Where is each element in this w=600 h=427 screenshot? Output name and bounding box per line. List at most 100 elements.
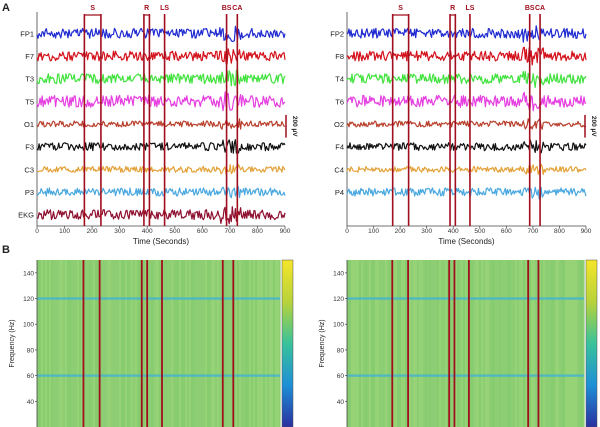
spectrogram-column [377,260,379,427]
y-tick-label: 120 [23,296,34,303]
spectrogram-column [571,260,573,427]
x-tick-label: 200 [395,228,406,235]
y-tick-label: 100 [23,322,34,329]
spectrogram-column [217,260,219,427]
spectrogram-column [89,260,91,427]
spectrogram-column [257,260,259,427]
spectrogram-column [73,260,75,427]
spectrogram-panel-left: 40 60 80 100 120 140 Frequency (Hz) [9,259,294,427]
spectrogram-column [351,260,353,427]
spectrogram-column [107,260,109,427]
spectrogram-column [573,260,575,427]
spectrogram-panel-right: 40 60 80 100 120 140 Frequency (Hz) [319,259,598,427]
spectrogram-column [477,260,479,427]
x-tick-label: 100 [368,228,379,235]
spectrogram-column [165,260,167,427]
spectrogram-column [97,260,99,427]
channel-label: C4 [334,165,344,174]
spectrogram-column [365,260,367,427]
spectrogram-column [95,260,97,427]
spectrogram-column [43,260,45,427]
spectrogram-column [357,260,359,427]
spectrogram-column [163,260,165,427]
y-tick-label: 100 [333,322,344,329]
spectrogram-column [261,260,263,427]
spectrogram-column [353,260,355,427]
spectrogram-column [191,260,193,427]
trace-p4 [346,186,587,200]
spectrogram-column [253,260,255,427]
spectrogram-column [177,260,179,427]
x-tick-label: 0 [35,228,39,235]
spectrogram-column [347,260,349,427]
spectrogram-column [153,260,155,427]
x-axis-title: Time (Seconds) [133,237,190,246]
spectrogram-column [49,260,51,427]
x-tick-label: 600 [197,228,208,235]
spectrogram-column [231,260,233,427]
spectrogram-column [211,260,213,427]
spectrogram-column [267,260,269,427]
spectrogram-column [565,260,567,427]
spectrogram-column [277,260,279,427]
event-label: LS [465,5,474,12]
spectrogram-column [237,260,239,427]
spectrogram-column [421,260,423,427]
channel-label: F4 [335,143,344,152]
spectrogram-column [383,260,385,427]
spectrogram-column [37,260,39,427]
spectrogram-column [243,260,245,427]
spectrogram-column [387,260,389,427]
spectrogram-column [411,260,413,427]
spectrogram-column [525,260,527,427]
event-label: LS [160,5,169,12]
spectrogram-column [569,260,571,427]
spectrogram-column [123,260,125,427]
spectrogram-column [405,260,407,427]
spectrogram-column [385,260,387,427]
spectrogram-column [575,260,577,427]
trace-c4 [346,163,587,176]
spectrogram-column [409,260,411,427]
spectrogram-column [373,260,375,427]
spectrogram-column [437,260,439,427]
spectrogram-column [67,260,69,427]
trace-f4 [346,139,587,154]
spectrogram-column [511,260,513,427]
spectrogram-column [209,260,211,427]
trace-o2 [346,118,587,130]
spectrogram-column [137,260,139,427]
spectrogram-column [363,260,365,427]
spectrogram-column [389,260,391,427]
spectrogram-column [113,260,115,427]
spectrogram-column [397,260,399,427]
trace-t5 [36,91,286,112]
spectrogram-column [471,260,473,427]
trace-t3 [36,69,286,87]
spectrogram-column [483,260,485,427]
spectrogram-column [263,260,265,427]
event-label: BS [525,5,535,12]
spectrogram-column [199,260,201,427]
spectrogram-column [61,260,63,427]
spectrogram-column [563,260,565,427]
spectrogram-column [45,260,47,427]
spectrogram-column [401,260,403,427]
channel-label: P3 [25,188,34,197]
spectrogram-column [559,260,561,427]
spectrogram-column [205,260,207,427]
spectrogram-column [79,260,81,427]
line-noise-band [347,374,584,377]
spectrogram-column [65,260,67,427]
spectrogram-column [433,260,435,427]
spectrogram-column [495,260,497,427]
channel-label: EKG [18,211,34,220]
event-label: R [144,5,149,12]
x-tick-label: 900 [280,228,291,235]
spectrogram-column [581,260,583,427]
spectrogram-column [41,260,43,427]
spectrogram-column [241,260,243,427]
spectrogram-column [111,260,113,427]
spectrogram-column [213,260,215,427]
spectrogram-column [103,260,105,427]
